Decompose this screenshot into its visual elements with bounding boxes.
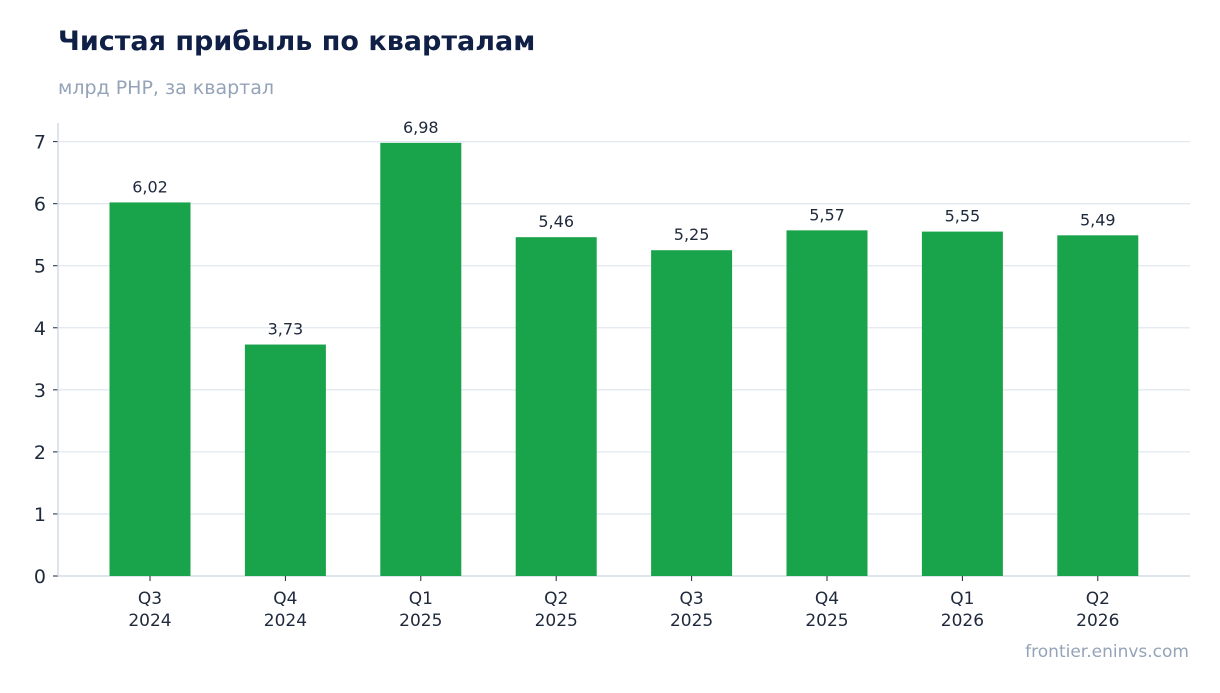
axes (53, 123, 1190, 581)
x-tick-label-year: 2024 (264, 611, 307, 631)
bar (244, 344, 326, 576)
y-tick-labels: 0 1 2 3 4 5 6 7 (34, 132, 46, 588)
bar (109, 202, 191, 577)
x-tick-label-quarter: Q1 (409, 589, 433, 609)
y-tick-label: 0 (34, 566, 46, 588)
x-tick-label-year: 2026 (941, 611, 984, 631)
x-tick-label-quarter: Q3 (679, 589, 703, 609)
x-tick-label-quarter: Q2 (1086, 589, 1110, 609)
bar-value-label: 5,57 (809, 205, 845, 224)
bar-value-label: 5,46 (538, 212, 574, 231)
bar (380, 142, 462, 576)
x-tick-label-quarter: Q1 (950, 589, 974, 609)
y-tick-label: 7 (34, 132, 46, 154)
bars (109, 142, 1139, 577)
x-tick-label-quarter: Q4 (273, 589, 297, 609)
chart-title: Чистая прибыль по кварталам (58, 26, 536, 57)
y-tick-label: 3 (34, 380, 46, 402)
x-tick-label-quarter: Q2 (544, 589, 568, 609)
y-tick-label: 4 (34, 318, 46, 340)
bar-value-label: 6,02 (132, 177, 168, 196)
bar (1057, 235, 1139, 576)
chart-subtitle: млрд PHP, за квартал (58, 77, 275, 99)
x-tick-label-quarter: Q4 (815, 589, 839, 609)
bar (921, 231, 1003, 576)
value-labels: 6,02 3,73 6,98 5,46 5,25 5,57 5,55 5,49 (132, 118, 1115, 339)
bar-value-label: 5,25 (674, 225, 710, 244)
y-tick-label: 1 (34, 504, 46, 526)
x-tick-label-year: 2025 (399, 611, 442, 631)
bar (515, 237, 597, 576)
x-tick-label-year: 2025 (535, 611, 578, 631)
x-tick-label-year: 2025 (805, 611, 848, 631)
x-tick-label-year: 2024 (128, 611, 171, 631)
y-tick-label: 2 (34, 442, 46, 464)
x-tick-label-year: 2025 (670, 611, 713, 631)
bar-value-label: 5,49 (1080, 210, 1116, 229)
gridlines (58, 140, 1190, 515)
bar (651, 250, 733, 576)
y-tick-label: 5 (34, 256, 46, 278)
x-tick-label-year: 2026 (1076, 611, 1119, 631)
bar-value-label: 3,73 (268, 320, 304, 339)
bar (786, 230, 868, 576)
source-label: frontier.eninvs.com (1025, 642, 1189, 662)
y-tick-label: 6 (34, 194, 46, 216)
x-tick-labels: Q32024Q42024Q12025Q22025Q32025Q42025Q120… (128, 589, 1119, 631)
x-tick-label-quarter: Q3 (138, 589, 162, 609)
bar-value-label: 6,98 (403, 118, 439, 137)
bar-value-label: 5,55 (945, 207, 981, 226)
